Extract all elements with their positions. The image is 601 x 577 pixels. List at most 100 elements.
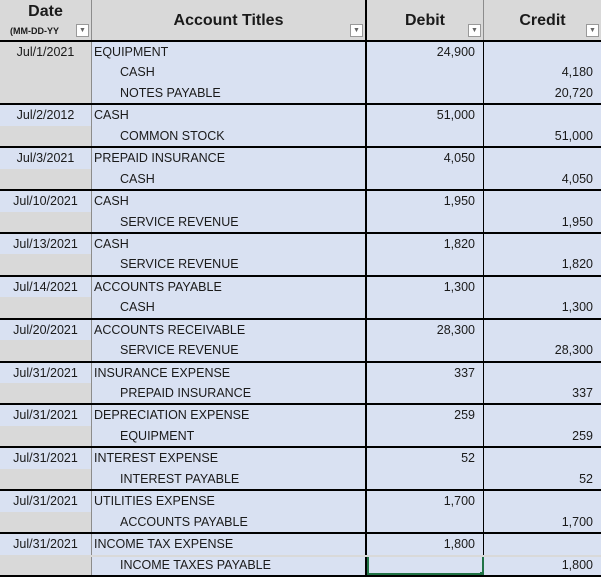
- debit-cell[interactable]: 51,000: [367, 105, 484, 126]
- account-cell[interactable]: INSURANCE EXPENSE: [92, 362, 367, 383]
- debit-cell[interactable]: 1,700: [367, 491, 484, 512]
- credit-cell[interactable]: 1,300: [484, 297, 601, 318]
- date-cell[interactable]: [0, 297, 92, 318]
- debit-cell[interactable]: 52: [367, 448, 484, 469]
- account-cell[interactable]: SERVICE REVENUE: [92, 340, 367, 361]
- debit-cell[interactable]: [367, 82, 484, 104]
- header-credit[interactable]: Credit ▼: [484, 0, 601, 40]
- account-cell[interactable]: ACCOUNTS PAYABLE: [92, 276, 367, 298]
- date-cell[interactable]: [0, 62, 92, 83]
- account-cell[interactable]: CASH: [92, 297, 367, 318]
- credit-cell[interactable]: [484, 405, 601, 426]
- date-cell[interactable]: Jul/20/2021: [0, 319, 92, 341]
- date-cell[interactable]: [0, 82, 92, 104]
- date-cell[interactable]: Jul/31/2021: [0, 534, 92, 555]
- date-cell[interactable]: [0, 211, 92, 232]
- account-cell[interactable]: CASH: [92, 105, 367, 126]
- date-cell[interactable]: Jul/1/2021: [0, 42, 92, 63]
- account-cell[interactable]: SERVICE REVENUE: [92, 211, 367, 232]
- filter-dropdown-icon[interactable]: ▼: [350, 24, 363, 37]
- date-cell[interactable]: [0, 554, 92, 575]
- account-cell[interactable]: CASH: [92, 233, 367, 255]
- date-cell[interactable]: [0, 383, 92, 404]
- account-cell[interactable]: CASH: [92, 62, 367, 83]
- debit-cell[interactable]: [367, 511, 484, 533]
- credit-cell[interactable]: 20,720: [484, 82, 601, 104]
- date-cell[interactable]: [0, 340, 92, 361]
- credit-cell[interactable]: [484, 448, 601, 469]
- debit-cell[interactable]: [367, 168, 484, 190]
- credit-cell[interactable]: 259: [484, 425, 601, 447]
- debit-cell[interactable]: 24,900: [367, 42, 484, 63]
- credit-cell[interactable]: 51,000: [484, 125, 601, 147]
- filter-dropdown-icon[interactable]: ▼: [468, 24, 481, 37]
- credit-cell[interactable]: [484, 42, 601, 63]
- account-cell[interactable]: INCOME TAXES PAYABLE: [92, 554, 367, 575]
- filter-dropdown-icon[interactable]: ▼: [76, 24, 89, 37]
- filter-dropdown-icon[interactable]: ▼: [586, 24, 599, 37]
- date-cell[interactable]: Jul/13/2021: [0, 233, 92, 255]
- credit-cell[interactable]: [484, 362, 601, 383]
- date-cell[interactable]: [0, 168, 92, 190]
- debit-cell[interactable]: [367, 254, 484, 275]
- credit-cell[interactable]: [484, 534, 601, 555]
- credit-cell[interactable]: 28,300: [484, 340, 601, 361]
- debit-cell[interactable]: 4,050: [367, 148, 484, 169]
- account-cell[interactable]: PREPAID INSURANCE: [92, 148, 367, 169]
- debit-cell[interactable]: 1,820: [367, 233, 484, 255]
- date-cell[interactable]: [0, 511, 92, 533]
- credit-cell[interactable]: 1,950: [484, 211, 601, 232]
- debit-cell[interactable]: [367, 425, 484, 447]
- header-debit[interactable]: Debit ▼: [367, 0, 484, 40]
- debit-cell[interactable]: [367, 383, 484, 404]
- account-cell[interactable]: PREPAID INSURANCE: [92, 383, 367, 404]
- credit-cell[interactable]: 52: [484, 468, 601, 490]
- date-cell[interactable]: Jul/31/2021: [0, 362, 92, 383]
- debit-cell[interactable]: 259: [367, 405, 484, 426]
- date-cell[interactable]: [0, 254, 92, 275]
- account-cell[interactable]: ACCOUNTS RECEIVABLE: [92, 319, 367, 341]
- date-cell[interactable]: Jul/31/2021: [0, 448, 92, 469]
- debit-cell[interactable]: 1,950: [367, 191, 484, 212]
- date-cell[interactable]: Jul/14/2021: [0, 276, 92, 298]
- debit-cell[interactable]: [367, 468, 484, 490]
- credit-cell[interactable]: [484, 105, 601, 126]
- account-cell[interactable]: DEPRECIATION EXPENSE: [92, 405, 367, 426]
- date-cell[interactable]: [0, 125, 92, 147]
- date-cell[interactable]: Jul/31/2021: [0, 405, 92, 426]
- date-cell[interactable]: Jul/2/2012: [0, 105, 92, 126]
- debit-cell[interactable]: 1,300: [367, 276, 484, 298]
- date-cell[interactable]: [0, 425, 92, 447]
- account-cell[interactable]: INTEREST EXPENSE: [92, 448, 367, 469]
- credit-cell[interactable]: 1,700: [484, 511, 601, 533]
- debit-cell[interactable]: [367, 554, 484, 575]
- account-cell[interactable]: EQUIPMENT: [92, 42, 367, 63]
- account-cell[interactable]: EQUIPMENT: [92, 425, 367, 447]
- debit-cell[interactable]: [367, 211, 484, 232]
- date-cell[interactable]: Jul/10/2021: [0, 191, 92, 212]
- credit-cell[interactable]: 1,820: [484, 254, 601, 275]
- account-cell[interactable]: INTEREST PAYABLE: [92, 468, 367, 490]
- debit-cell[interactable]: [367, 297, 484, 318]
- debit-cell[interactable]: [367, 125, 484, 147]
- credit-cell[interactable]: [484, 491, 601, 512]
- debit-cell[interactable]: [367, 62, 484, 83]
- credit-cell[interactable]: [484, 233, 601, 255]
- credit-cell[interactable]: 1,800: [484, 554, 601, 575]
- debit-cell[interactable]: 1,800: [367, 534, 484, 555]
- date-cell[interactable]: [0, 468, 92, 490]
- account-cell[interactable]: ACCOUNTS PAYABLE: [92, 511, 367, 533]
- account-cell[interactable]: UTILITIES EXPENSE: [92, 491, 367, 512]
- header-date[interactable]: Date (MM-DD-YY ▼: [0, 0, 92, 40]
- credit-cell[interactable]: [484, 276, 601, 298]
- credit-cell[interactable]: [484, 148, 601, 169]
- date-cell[interactable]: Jul/31/2021: [0, 491, 92, 512]
- account-cell[interactable]: INCOME TAX EXPENSE: [92, 534, 367, 555]
- header-account-titles[interactable]: Account Titles ▼: [92, 0, 367, 40]
- credit-cell[interactable]: 337: [484, 383, 601, 404]
- debit-cell[interactable]: 337: [367, 362, 484, 383]
- account-cell[interactable]: NOTES PAYABLE: [92, 82, 367, 104]
- credit-cell[interactable]: 4,180: [484, 62, 601, 83]
- account-cell[interactable]: CASH: [92, 168, 367, 190]
- account-cell[interactable]: SERVICE REVENUE: [92, 254, 367, 275]
